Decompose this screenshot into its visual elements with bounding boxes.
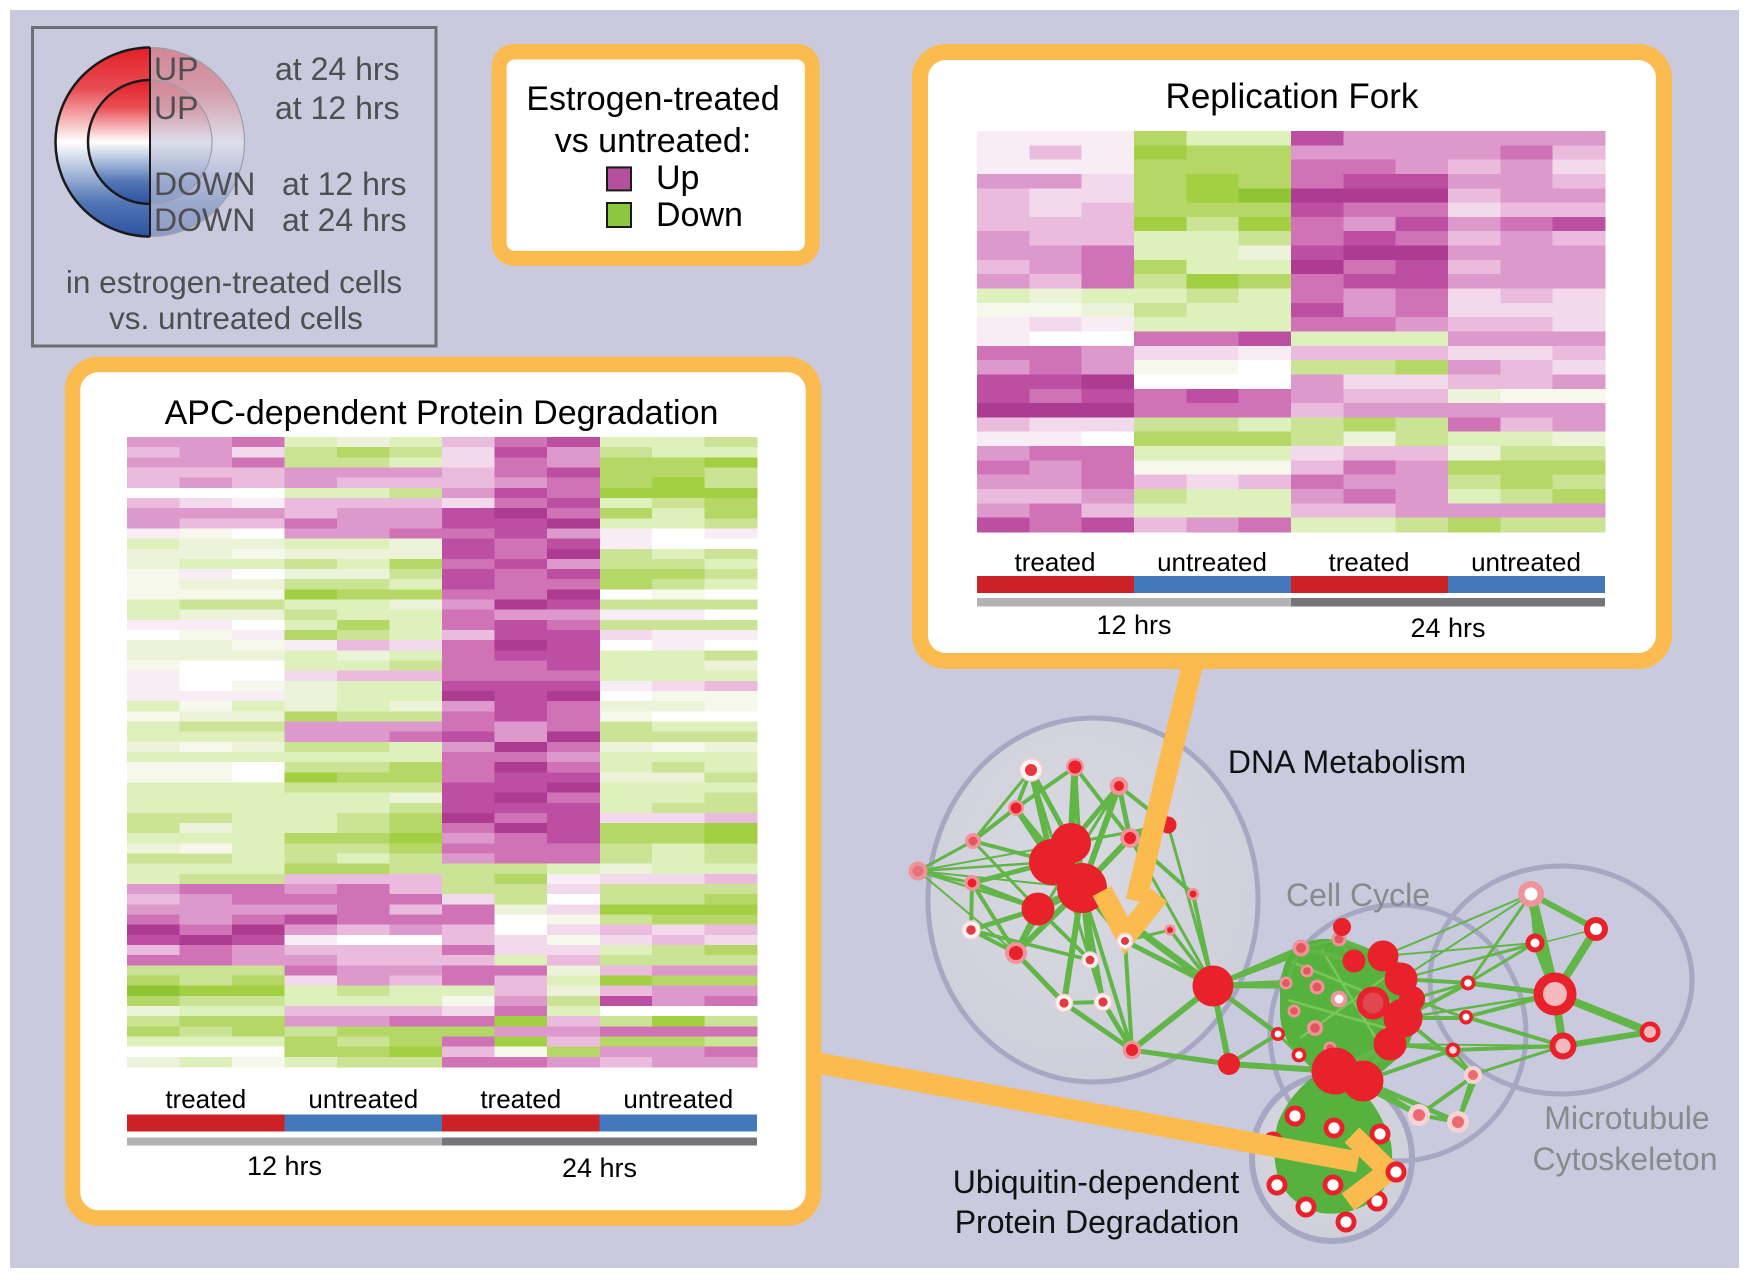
svg-text:DOWN: DOWN <box>154 166 255 202</box>
svg-text:untreated: untreated <box>1471 547 1581 577</box>
svg-text:vs. untreated cells: vs. untreated cells <box>109 300 363 336</box>
svg-text:Down: Down <box>656 196 743 234</box>
svg-text:in estrogen-treated cells: in estrogen-treated cells <box>66 264 402 300</box>
svg-text:Up: Up <box>656 159 699 197</box>
svg-text:DOWN: DOWN <box>154 202 255 238</box>
svg-text:Cell Cycle: Cell Cycle <box>1286 877 1430 913</box>
svg-text:12 hrs: 12 hrs <box>247 1151 322 1181</box>
svg-text:UP: UP <box>154 51 198 87</box>
svg-text:Cytoskeleton: Cytoskeleton <box>1533 1141 1718 1177</box>
svg-text:Ubiquitin-dependent: Ubiquitin-dependent <box>953 1164 1240 1200</box>
svg-text:Protein Degradation: Protein Degradation <box>955 1204 1240 1240</box>
svg-text:Replication Fork: Replication Fork <box>1166 77 1419 116</box>
svg-text:untreated: untreated <box>308 1084 418 1114</box>
svg-text:treated: treated <box>1015 547 1096 577</box>
svg-text:vs untreated:: vs untreated: <box>555 122 752 160</box>
svg-text:Estrogen-treated: Estrogen-treated <box>526 80 779 118</box>
svg-text:treated: treated <box>165 1084 246 1114</box>
svg-text:APC-dependent Protein Degradat: APC-dependent Protein Degradation <box>165 394 719 432</box>
svg-text:treated: treated <box>1329 547 1410 577</box>
svg-text:24 hrs: 24 hrs <box>1410 613 1485 643</box>
svg-text:24 hrs: 24 hrs <box>562 1153 637 1183</box>
svg-text:DNA Metabolism: DNA Metabolism <box>1228 744 1466 780</box>
svg-text:UP: UP <box>154 90 198 126</box>
svg-text:untreated: untreated <box>623 1084 733 1114</box>
svg-text:at 24 hrs: at 24 hrs <box>275 51 400 87</box>
svg-text:at 12 hrs: at 12 hrs <box>282 166 407 202</box>
svg-text:at 12 hrs: at 12 hrs <box>275 90 400 126</box>
svg-text:Microtubule: Microtubule <box>1544 1100 1709 1136</box>
svg-text:treated: treated <box>480 1084 561 1114</box>
svg-text:12 hrs: 12 hrs <box>1096 610 1171 640</box>
svg-text:at 24 hrs: at 24 hrs <box>282 202 407 238</box>
svg-text:untreated: untreated <box>1157 547 1267 577</box>
